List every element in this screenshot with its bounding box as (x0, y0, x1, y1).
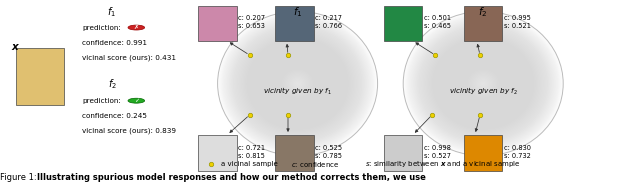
Bar (464, 135, 502, 171)
Text: $\boldsymbol{x}$: $\boldsymbol{x}$ (12, 43, 20, 52)
Text: $f_1$: $f_1$ (108, 6, 116, 19)
Text: c: 0.998
s: 0.527: c: 0.998 s: 0.527 (424, 145, 451, 159)
Text: prediction:: prediction: (82, 25, 121, 31)
Text: Illustrating spurious model responses and how our method corrects them, we use: Illustrating spurious model responses an… (37, 173, 426, 182)
Text: c: 0.207
s: 0.653: c: 0.207 s: 0.653 (238, 15, 265, 29)
Text: c: 0.995
s: 0.521: c: 0.995 s: 0.521 (504, 15, 531, 29)
Text: c: 0.217
s: 0.766: c: 0.217 s: 0.766 (315, 15, 342, 29)
Text: vicinity given by $f_2$: vicinity given by $f_2$ (449, 86, 518, 97)
Text: a vicinal sample: a vicinal sample (221, 161, 278, 167)
Bar (464, 6, 502, 41)
Text: vicinal score (ours): 0.431: vicinal score (ours): 0.431 (82, 55, 176, 61)
Bar (198, 135, 237, 171)
Text: confidence: 0.991: confidence: 0.991 (82, 40, 147, 46)
Bar (275, 6, 314, 41)
Text: $f_2$: $f_2$ (479, 5, 488, 19)
Bar (384, 6, 422, 41)
Text: $f_1$: $f_1$ (292, 5, 303, 19)
Text: $f_2$: $f_2$ (108, 78, 116, 91)
Text: ✗: ✗ (134, 25, 139, 30)
Bar (384, 135, 422, 171)
Text: c: 0.830
s: 0.732: c: 0.830 s: 0.732 (504, 145, 531, 159)
Bar (275, 135, 314, 171)
Circle shape (128, 98, 145, 103)
Text: prediction:: prediction: (82, 98, 121, 104)
Bar (198, 6, 237, 41)
Bar (15, 48, 64, 105)
Text: confidence: 0.245: confidence: 0.245 (82, 113, 147, 119)
Text: c: 0.721
s: 0.815: c: 0.721 s: 0.815 (238, 145, 265, 159)
Text: c: 0.501
s: 0.465: c: 0.501 s: 0.465 (424, 15, 451, 29)
Text: ✓: ✓ (134, 98, 139, 103)
Text: vicinal score (ours): 0.839: vicinal score (ours): 0.839 (82, 128, 176, 134)
Text: c: 0.525
s: 0.785: c: 0.525 s: 0.785 (315, 145, 342, 159)
Text: $c$: confidence: $c$: confidence (291, 160, 340, 169)
Text: Figure 1:: Figure 1: (0, 173, 39, 182)
Circle shape (128, 25, 145, 30)
Text: $s$: similarity between $\boldsymbol{x}$ and a vicinal sample: $s$: similarity between $\boldsymbol{x}$… (365, 159, 520, 169)
Text: vicinity given by $f_1$: vicinity given by $f_1$ (263, 86, 332, 97)
